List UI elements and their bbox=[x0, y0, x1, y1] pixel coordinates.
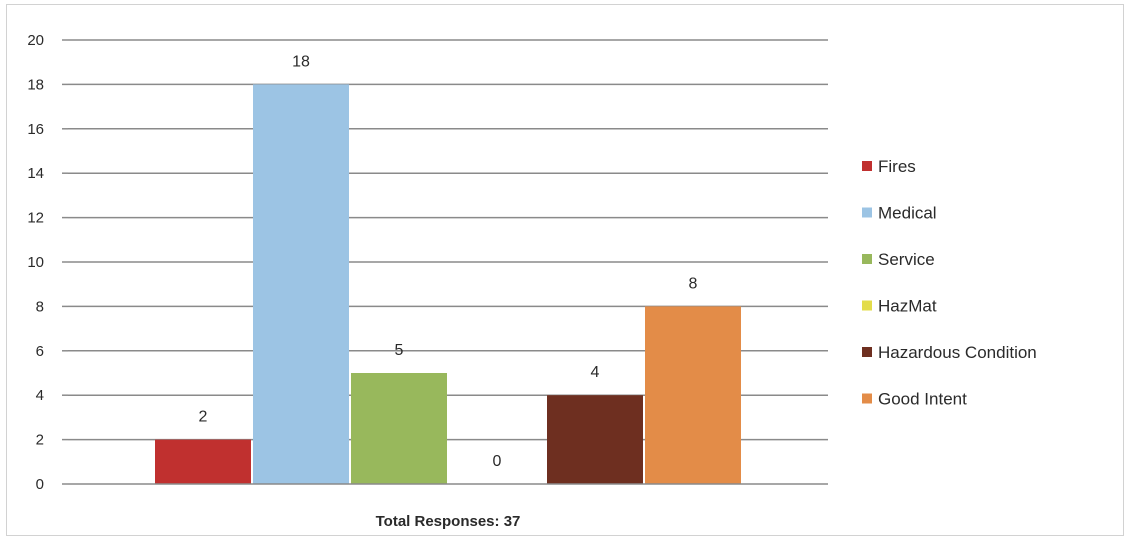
legend-swatch bbox=[862, 161, 872, 171]
legend-label: Good Intent bbox=[878, 390, 967, 409]
legend-swatch bbox=[862, 254, 872, 264]
bars bbox=[155, 84, 741, 485]
data-label: 5 bbox=[395, 342, 404, 359]
legend-label: Service bbox=[878, 250, 935, 269]
y-tick-label: 10 bbox=[27, 254, 44, 271]
legend: Fires Medical Service HazMat Hazardous Condi… bbox=[862, 157, 1037, 409]
data-labels: 2 18 5 0 4 8 bbox=[199, 53, 698, 470]
y-tick-label: 12 bbox=[27, 210, 44, 227]
data-label: 2 bbox=[199, 409, 208, 426]
legend-label: Medical bbox=[878, 204, 937, 223]
y-axis-ticks: 0 2 4 6 8 10 12 14 16 18 20 bbox=[27, 32, 68, 493]
data-label: 0 bbox=[493, 453, 502, 470]
legend-label: HazMat bbox=[878, 297, 937, 316]
bar-hazardous-condition bbox=[547, 395, 643, 484]
bar-medical bbox=[253, 84, 349, 485]
legend-label: Fires bbox=[878, 157, 916, 176]
y-tick-label: 8 bbox=[36, 298, 44, 315]
y-tick-label: 0 bbox=[36, 476, 44, 493]
y-tick-label: 6 bbox=[36, 343, 44, 360]
legend-swatch bbox=[862, 347, 872, 357]
legend-label: Hazardous Condition bbox=[878, 343, 1037, 362]
x-axis-label: Total Responses: 37 bbox=[376, 513, 521, 530]
bar-service bbox=[351, 373, 447, 484]
y-tick-label: 14 bbox=[27, 165, 44, 182]
y-tick-label: 4 bbox=[36, 387, 44, 404]
legend-swatch bbox=[862, 393, 872, 404]
data-label: 18 bbox=[292, 53, 310, 70]
bar-fires bbox=[155, 439, 251, 484]
y-tick-label: 2 bbox=[36, 432, 44, 449]
legend-swatch bbox=[862, 207, 872, 218]
y-tick-label: 18 bbox=[27, 76, 44, 93]
y-tick-label: 20 bbox=[27, 32, 44, 49]
y-tick-label: 16 bbox=[27, 121, 44, 138]
bar-good-intent bbox=[645, 306, 741, 484]
data-label: 4 bbox=[591, 364, 600, 381]
legend-swatch bbox=[862, 300, 872, 311]
data-label: 8 bbox=[689, 275, 698, 292]
